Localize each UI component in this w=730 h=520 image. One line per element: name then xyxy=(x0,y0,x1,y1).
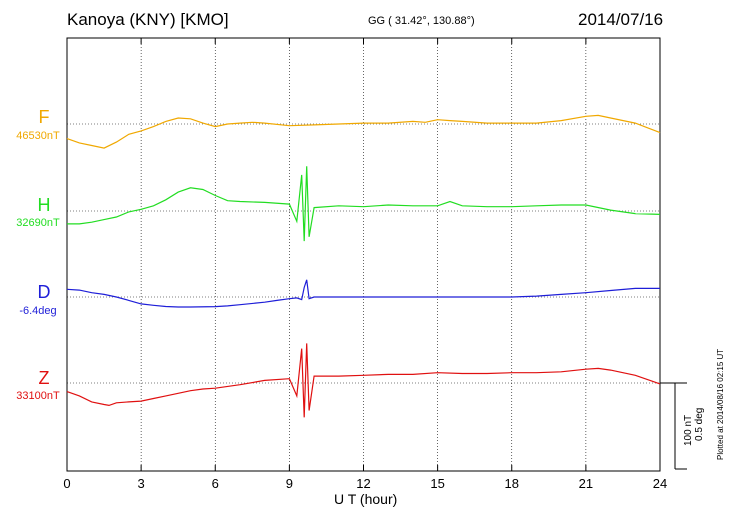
plot-frame xyxy=(66,37,661,472)
channel-h-base-value: 32690nT xyxy=(16,217,60,229)
station-coordinates: GG ( 31.42°, 130.88°) xyxy=(368,15,475,27)
channel-f-base-value: 46530nT xyxy=(16,130,60,142)
x-tick-label: 3 xyxy=(137,476,145,491)
scale-label-deg: 0.5 deg xyxy=(694,407,705,441)
channel-d-name: D xyxy=(37,282,51,302)
chart-date: 2014/07/16 xyxy=(578,10,664,29)
station-title: Kanoya (KNY) [KMO] xyxy=(67,10,229,29)
channel-z-name: Z xyxy=(38,368,50,388)
x-tick-label: 9 xyxy=(285,476,293,491)
channel-h-base: 32690nT xyxy=(6,217,70,229)
x-tick-label: 12 xyxy=(356,476,371,491)
x-axis-label: U T (hour) xyxy=(334,491,398,507)
channel-h-name: H xyxy=(37,195,51,215)
plotted-timestamp: Plotted at 2014/08/16 02:15 UT xyxy=(716,348,725,460)
trace-f xyxy=(66,114,661,149)
grid xyxy=(66,38,661,471)
channel-d-base: -6.4deg xyxy=(6,305,70,317)
x-tick-label: 15 xyxy=(430,476,445,491)
channel-h-label: H xyxy=(28,195,60,216)
channel-f-name: F xyxy=(38,107,50,127)
channel-d-label: D xyxy=(28,282,60,303)
channel-d-base-value: -6.4deg xyxy=(19,305,57,317)
x-tick-label: 18 xyxy=(504,476,519,491)
x-tick-label: 21 xyxy=(578,476,594,491)
x-tick-label: 24 xyxy=(652,476,668,491)
scale-label-nt: 100 nT xyxy=(683,414,694,446)
channel-f-label: F xyxy=(28,107,60,128)
scale-bar xyxy=(660,382,687,470)
trace-d xyxy=(66,279,660,308)
x-tick-label: 0 xyxy=(63,476,71,491)
channel-f-base: 46530nT xyxy=(6,130,70,142)
channel-z-label: Z xyxy=(28,368,60,389)
data-traces xyxy=(66,114,661,418)
trace-h xyxy=(67,166,661,242)
channel-z-base-value: 33100nT xyxy=(16,390,60,402)
x-tick-label: 6 xyxy=(211,476,219,491)
channel-z-base: 33100nT xyxy=(6,390,70,402)
trace-z xyxy=(66,343,661,418)
